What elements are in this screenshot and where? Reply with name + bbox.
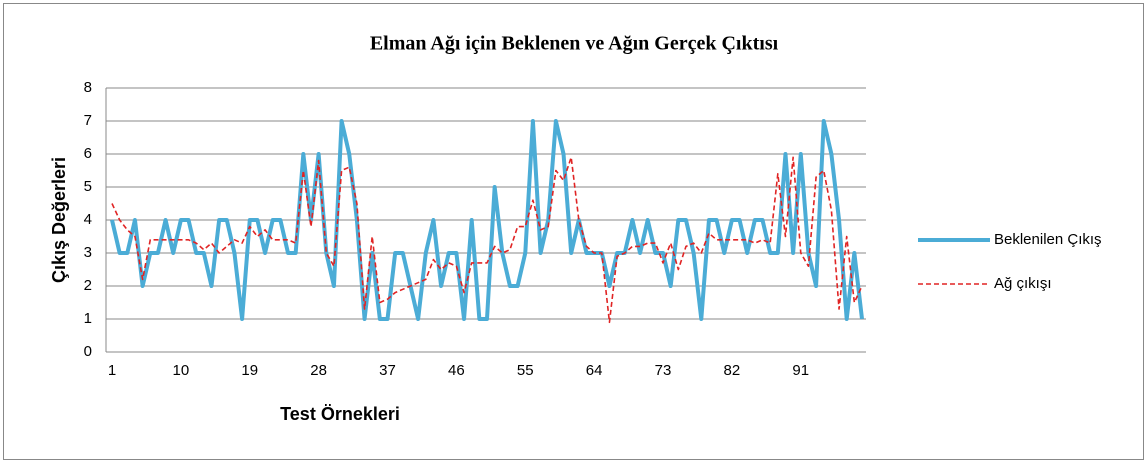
legend-label: Ağ çıkışı xyxy=(994,275,1052,292)
x-tick-label: 82 xyxy=(724,362,741,379)
series-line xyxy=(111,156,863,324)
y-tick-label: 8 xyxy=(84,79,92,96)
x-tick-label: 91 xyxy=(792,362,809,379)
y-tick-label: 6 xyxy=(84,145,92,162)
y-tick-label: 1 xyxy=(84,310,92,327)
series-line xyxy=(110,119,864,321)
chart-title: Elman Ağı için Beklenen ve Ağın Gerçek Ç… xyxy=(370,33,779,55)
x-tick-label: 73 xyxy=(655,362,672,379)
x-tick-label: 19 xyxy=(241,362,258,379)
x-tick-label: 55 xyxy=(517,362,534,379)
x-axis-title: Test Örnekleri xyxy=(280,404,400,424)
chart-frame xyxy=(3,3,1144,460)
y-axis-title: Çıkış Değerleri xyxy=(49,157,69,283)
x-tick-label: 46 xyxy=(448,362,465,379)
x-tick-label: 28 xyxy=(310,362,327,379)
y-tick-label: 3 xyxy=(84,244,92,261)
legend-label: Beklenilen Çıkış xyxy=(994,231,1102,248)
y-tick-label: 5 xyxy=(84,178,92,195)
x-tick-label: 37 xyxy=(379,362,396,379)
y-tick-label: 2 xyxy=(84,277,92,294)
x-tick-label: 64 xyxy=(586,362,603,379)
x-tick-label: 1 xyxy=(108,362,116,379)
y-tick-label: 0 xyxy=(84,343,92,360)
y-tick-label: 4 xyxy=(84,211,92,228)
x-tick-label: 10 xyxy=(173,362,190,379)
y-tick-label: 7 xyxy=(84,112,92,129)
